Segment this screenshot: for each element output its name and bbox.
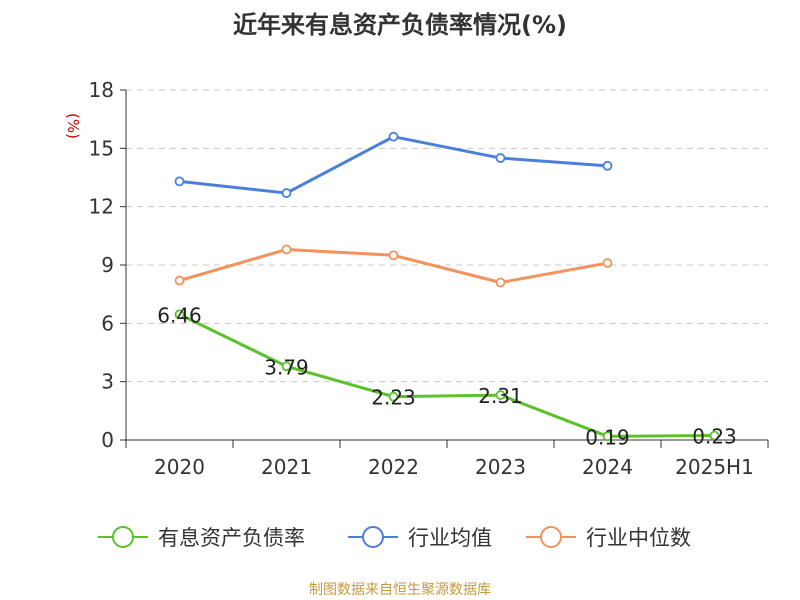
y-tick-label: 3 (101, 370, 114, 394)
data-label: 0.23 (692, 425, 737, 449)
series-layer: 6.46 3.79 2.23 2.31 0.19 0.23 (157, 131, 737, 449)
y-tick-label: 15 (89, 136, 114, 160)
x-tick-label: 2025H1 (675, 455, 754, 479)
x-tick-label: 2023 (475, 455, 526, 479)
legend-marker (112, 526, 134, 548)
grid-lines (126, 89, 768, 383)
data-label: 0.19 (585, 425, 630, 449)
x-tick-label: 2021 (261, 455, 312, 479)
data-point (174, 275, 185, 286)
y-tick-label: 18 (89, 78, 114, 102)
data-point (602, 160, 613, 171)
x-tick-label: 2020 (154, 455, 205, 479)
x-tick-label: 2024 (582, 455, 633, 479)
chart-title: 近年来有息资产负债率情况(%) (233, 11, 567, 39)
y-tick-label: 12 (89, 195, 114, 219)
data-point (174, 176, 185, 187)
x-tick-label: 2022 (368, 455, 419, 479)
data-point (495, 153, 506, 163)
data-point (174, 309, 185, 320)
y-tick-label: 9 (101, 253, 114, 277)
series-line (178, 313, 715, 438)
legend-label: 有息资产负债率 (158, 526, 305, 550)
data-point (388, 250, 399, 261)
legend-marker (362, 526, 384, 548)
data-point (602, 431, 613, 442)
series-line (179, 135, 608, 195)
data-point (388, 131, 399, 142)
data-point (709, 430, 720, 441)
data-label: 6.46 (157, 303, 202, 327)
y-tick-label: 6 (101, 311, 114, 335)
legend-label: 行业均值 (408, 526, 492, 550)
y-axis-label: (%) (64, 113, 82, 139)
data-point (495, 390, 506, 400)
data-label: 3.79 (264, 355, 309, 379)
y-tick-label: 0 (101, 428, 114, 452)
data-label: 2.31 (478, 384, 523, 408)
data-point (602, 258, 613, 268)
data-point (388, 391, 399, 402)
data-point (281, 188, 292, 198)
data-point (495, 277, 506, 288)
data-point (281, 361, 292, 372)
axes: 0 3 6 9 12 15 18 2020 2021 2022 2023 2024 2025H1 (89, 78, 769, 479)
legend-label: 行业中位数 (586, 526, 691, 550)
legend-marker (540, 526, 562, 548)
legend: 有息资产负债率 行业均值 行业中位数 (98, 526, 691, 550)
data-label: 2.23 (371, 386, 416, 410)
data-point (281, 244, 292, 255)
source-note: 制图数据来自恒生聚源数据库 (309, 582, 491, 598)
